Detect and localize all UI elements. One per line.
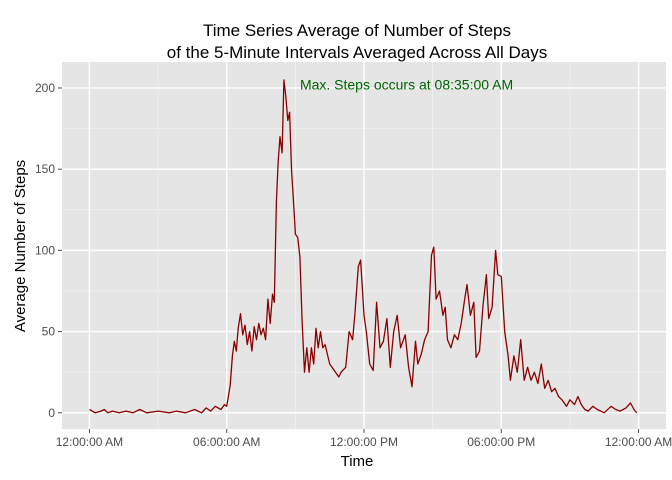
x-tick-label: 12:00:00 PM [330, 435, 398, 449]
max-steps-annotation: Max. Steps occurs at 08:35:00 AM [300, 77, 513, 93]
chart-title-line-2: of the 5-Minute Intervals Averaged Acros… [167, 43, 548, 62]
y-tick-label: 100 [35, 243, 55, 257]
steps-series-line [89, 79, 638, 414]
y-tick-label: 200 [35, 81, 55, 95]
y-tick-label: 50 [42, 325, 56, 339]
y-axis-ticks: 0 50 100 150 200 [35, 81, 62, 420]
chart-title-line-1: Time Series Average of Number of Steps [203, 21, 511, 40]
x-tick-label: 06:00:00 AM [193, 435, 260, 449]
major-gridlines [62, 62, 666, 429]
y-tick-label: 0 [48, 406, 55, 420]
x-tick-label: 12:00:00 AM [605, 435, 672, 449]
x-axis-title: Time [341, 453, 374, 470]
x-tick-label: 12:00:00 AM [56, 435, 123, 449]
x-axis-ticks: 12:00:00 AM 06:00:00 AM 12:00:00 PM 06:00:0… [56, 429, 672, 449]
y-axis-title: Average Number of Steps [12, 160, 29, 332]
x-tick-label: 06:00:00 PM [467, 435, 535, 449]
y-tick-label: 150 [35, 162, 55, 176]
